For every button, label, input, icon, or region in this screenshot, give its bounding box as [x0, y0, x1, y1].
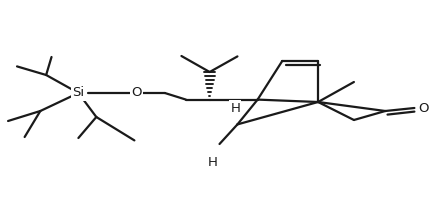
Text: O: O	[418, 102, 429, 114]
Text: H: H	[230, 102, 240, 114]
Text: O: O	[131, 86, 142, 99]
Text: Si: Si	[72, 86, 85, 99]
Text: H: H	[208, 156, 218, 170]
